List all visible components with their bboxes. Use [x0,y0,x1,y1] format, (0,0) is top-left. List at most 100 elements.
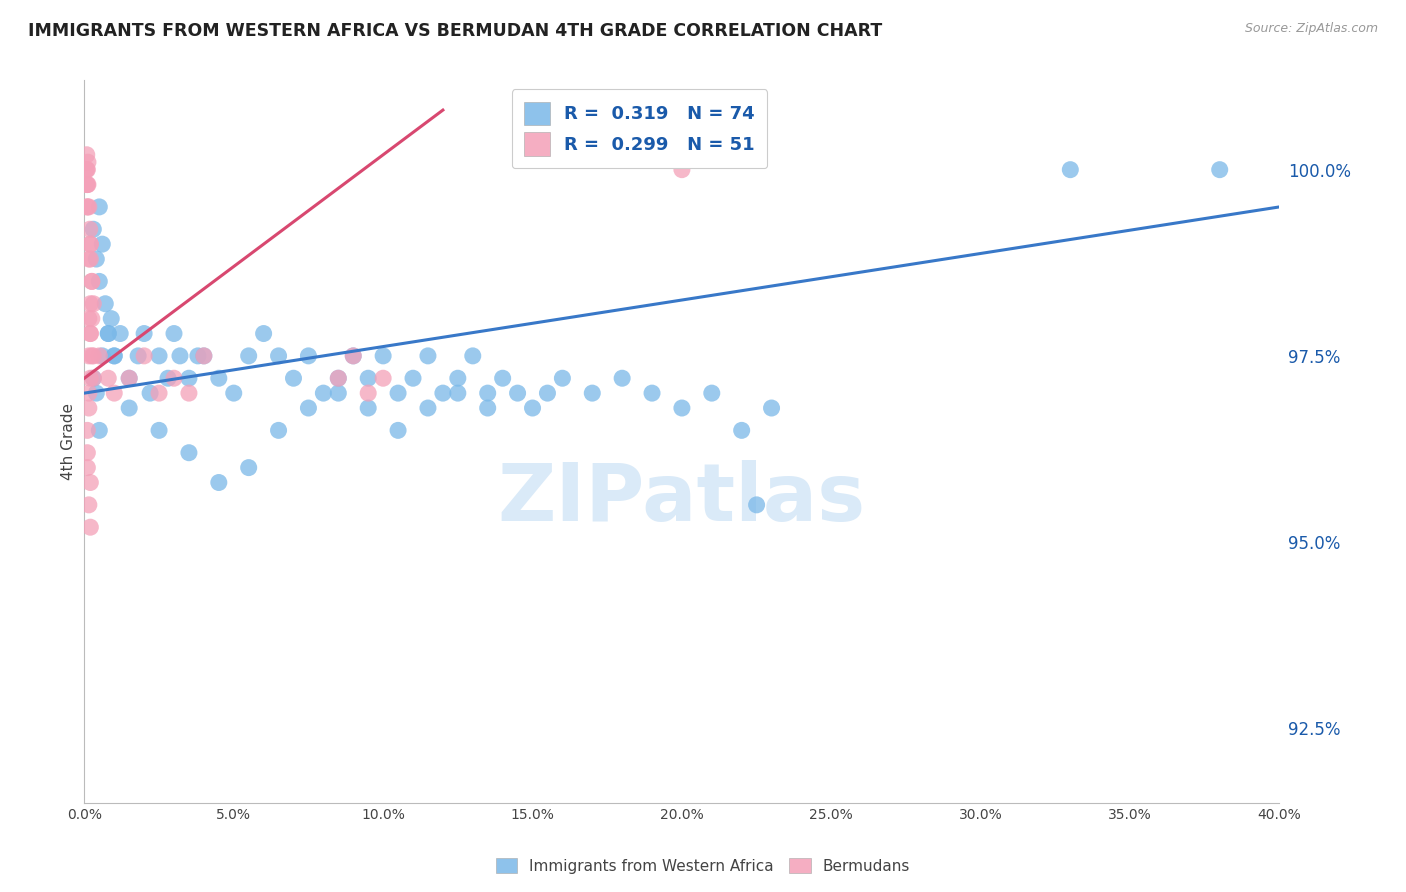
Point [477,401,499,415]
Point [103,349,125,363]
Point [79,475,101,490]
Point [94,297,117,311]
Point [76,200,98,214]
Point [76,162,98,177]
Point [477,386,499,401]
Point [80,311,103,326]
Point [522,401,544,415]
Point [612,371,634,385]
Point [77,178,100,192]
Point [118,371,141,385]
Point [193,349,215,363]
Point [110,326,132,341]
Point [357,386,380,401]
Point [80,274,103,288]
Point [76,423,98,437]
Point [416,349,439,363]
Point [253,326,276,341]
Point [283,371,305,385]
Point [342,349,364,363]
Point [238,460,260,475]
Point [163,371,186,385]
Point [187,349,209,363]
Point [416,401,439,415]
Point [671,162,693,177]
Point [79,520,101,534]
Point [127,349,149,363]
Point [447,371,470,385]
Point [76,162,98,177]
Point [89,274,111,288]
Point [222,386,245,401]
Point [77,252,100,266]
Point [100,311,122,326]
Point [79,297,101,311]
Point [148,349,170,363]
Point [77,401,100,415]
Point [89,423,111,437]
Point [267,423,290,437]
Point [76,148,98,162]
Point [86,386,108,401]
Point [208,475,231,490]
Point [373,371,395,385]
Point [1209,162,1232,177]
Text: ZIPatlas: ZIPatlas [498,460,866,539]
Point [82,222,104,236]
Point [76,446,98,460]
Point [1059,162,1081,177]
Point [328,371,350,385]
Point [77,200,100,214]
Point [373,349,395,363]
Point [148,386,170,401]
Legend: Immigrants from Western Africa, Bermudans: Immigrants from Western Africa, Bermudan… [489,852,917,880]
Point [89,200,111,214]
Y-axis label: 4th Grade: 4th Grade [60,403,76,480]
Point [447,386,470,401]
Point [177,371,200,385]
Point [641,386,664,401]
Point [97,326,120,341]
Point [177,386,200,401]
Point [97,326,120,341]
Point [402,371,425,385]
Point [267,349,290,363]
Point [536,386,558,401]
Point [77,155,100,169]
Point [387,423,409,437]
Point [76,460,98,475]
Point [103,386,125,401]
Point [118,401,141,415]
Point [76,178,98,192]
Point [328,386,350,401]
Point [82,297,104,311]
Point [80,349,103,363]
Point [238,349,260,363]
Point [163,326,186,341]
Point [82,371,104,385]
Point [80,274,103,288]
Point [297,401,319,415]
Point [79,371,101,385]
Point [700,386,723,401]
Point [387,386,409,401]
Point [91,349,114,363]
Point [103,349,125,363]
Point [118,371,141,385]
Point [342,349,364,363]
Point [75,162,97,177]
Point [82,371,104,385]
Point [177,446,200,460]
Point [132,349,156,363]
Text: IMMIGRANTS FROM WESTERN AFRICA VS BERMUDAN 4TH GRADE CORRELATION CHART: IMMIGRANTS FROM WESTERN AFRICA VS BERMUD… [28,22,883,40]
Point [77,386,100,401]
Point [432,386,454,401]
Point [745,498,768,512]
Legend: R =  0.319   N = 74, R =  0.299   N = 51: R = 0.319 N = 74, R = 0.299 N = 51 [512,89,768,169]
Point [79,237,101,252]
Point [761,401,783,415]
Text: Source: ZipAtlas.com: Source: ZipAtlas.com [1244,22,1378,36]
Point [79,237,101,252]
Point [357,371,380,385]
Point [97,371,120,385]
